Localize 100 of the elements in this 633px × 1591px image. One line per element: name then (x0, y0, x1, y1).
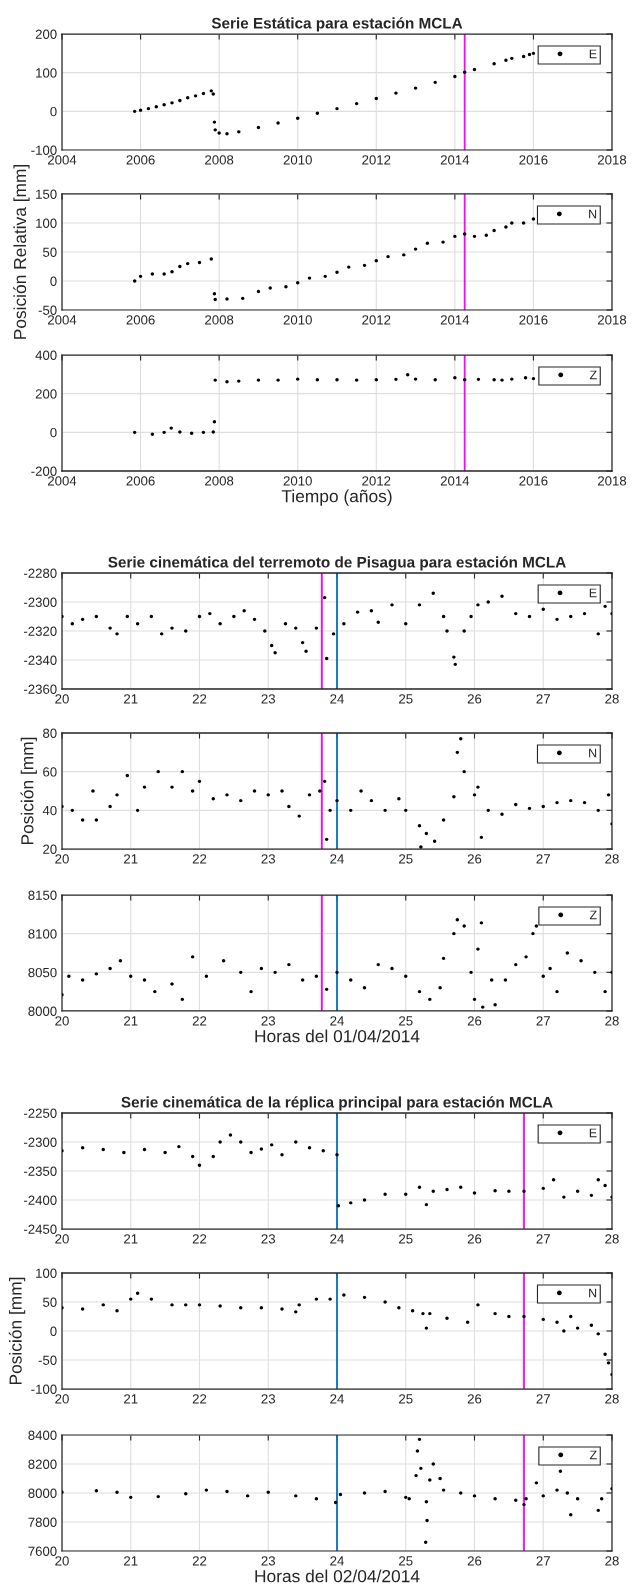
y-tick-label: 8000 (28, 1006, 57, 1016)
x-tick-label: 21 (124, 1016, 138, 1026)
chart-title: Serie Estática para estación MCLA (211, 17, 463, 32)
y-tick-label: 8100 (28, 929, 57, 939)
point (324, 987, 329, 992)
legend-label: E (589, 1128, 597, 1138)
point (209, 257, 213, 261)
point (500, 378, 504, 382)
legend-label: E (589, 588, 597, 598)
point (256, 125, 261, 130)
point (169, 426, 173, 430)
point (465, 1320, 470, 1324)
point (575, 1189, 580, 1193)
point (527, 614, 532, 619)
point (493, 1189, 497, 1193)
point (394, 91, 398, 95)
point (170, 1303, 174, 1307)
point (431, 1462, 435, 1466)
point (476, 603, 480, 607)
point (402, 253, 406, 257)
legend-label: N (589, 748, 597, 758)
point (218, 1304, 222, 1308)
point (579, 959, 583, 963)
point (342, 622, 346, 626)
point (514, 962, 518, 967)
point (221, 959, 226, 963)
x-tick-label: 28 (605, 1016, 619, 1026)
x-tick-label: 22 (192, 694, 207, 704)
x-tick-label: 2014 (440, 155, 470, 165)
point (197, 1163, 202, 1167)
y-axis-title: Posición [mm] (8, 1277, 26, 1385)
point (217, 131, 221, 135)
legend-label: Z (589, 910, 597, 920)
x-tick-label: 2010 (283, 315, 312, 325)
x-tick-label: 2006 (126, 476, 155, 486)
point (531, 376, 536, 381)
point (410, 1309, 415, 1313)
x-tick-label: 22 (192, 1016, 207, 1026)
x-tick-label: 21 (124, 854, 138, 864)
x-tick-label: 23 (261, 1234, 276, 1244)
y-tick-label: 50 (42, 1297, 57, 1307)
point (493, 1497, 497, 1501)
point (534, 1481, 539, 1485)
x-tick-label: 23 (261, 1394, 276, 1404)
point (417, 1437, 422, 1442)
x-tick-label: 22 (192, 1394, 207, 1404)
point (582, 800, 587, 805)
x-tick-label: 26 (467, 1016, 482, 1026)
y-tick-label: -2350 (23, 1166, 57, 1176)
point (374, 96, 378, 101)
point (273, 970, 277, 975)
point (122, 1150, 126, 1155)
y-tick-label: -2450 (23, 1224, 57, 1234)
x-tick-label: 21 (124, 1234, 138, 1244)
point (424, 1202, 429, 1207)
point (294, 626, 298, 630)
point (115, 632, 119, 636)
point (504, 225, 508, 229)
x-tick-label: 2018 (597, 155, 627, 165)
y-tick-label: -2300 (23, 597, 57, 607)
point (462, 924, 466, 928)
y-tick-label: -50 (38, 1355, 57, 1365)
point (297, 1303, 301, 1307)
y-tick-label: 40 (42, 805, 57, 816)
point (307, 1146, 312, 1150)
point (603, 1352, 607, 1356)
point (296, 377, 300, 381)
point (476, 785, 480, 789)
point (283, 622, 288, 626)
point (441, 614, 446, 619)
x-tick-label: 24 (330, 854, 344, 864)
x-tick-label: 25 (399, 1234, 413, 1244)
legend-label: N (589, 209, 597, 219)
x-tick-label: 2010 (283, 155, 312, 165)
x-tick-label: 25 (399, 1394, 413, 1404)
point (101, 1147, 105, 1152)
point (479, 835, 484, 840)
y-tick-label: 8000 (28, 1488, 57, 1498)
chart-title: Serie cinemática del terremoto de Pisagua para estación MCLA (108, 556, 566, 571)
legend-label: E (589, 49, 597, 59)
y-tick-label: -2320 (23, 626, 57, 636)
point (186, 261, 190, 266)
point (453, 234, 457, 239)
point (241, 296, 245, 301)
point (376, 962, 380, 967)
point (524, 955, 528, 959)
point (177, 1144, 181, 1149)
point (413, 377, 418, 381)
y-tick-label: -50 (38, 305, 57, 315)
point (472, 67, 477, 72)
point (212, 120, 217, 124)
point (419, 845, 423, 849)
point (472, 997, 477, 1002)
point (383, 808, 387, 813)
chart-title: Serie cinemática de la réplica principal para estación MCLA (121, 1096, 553, 1111)
point (417, 824, 422, 828)
x-tick-label: 2008 (205, 476, 234, 486)
point (397, 797, 401, 801)
y-tick-label: -200 (31, 466, 57, 476)
x-tick-label: 21 (124, 1394, 138, 1404)
